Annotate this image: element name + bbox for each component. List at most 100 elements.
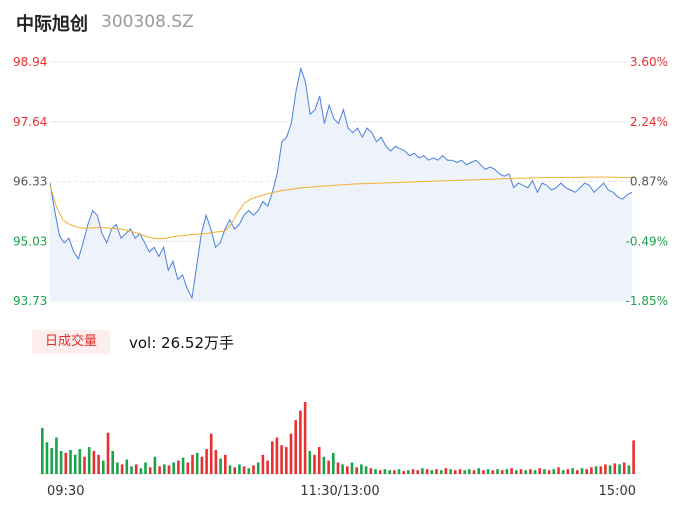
volume-bar [261, 454, 265, 474]
volume-bar [266, 460, 269, 474]
volume-bar [191, 454, 194, 474]
volume-bar [590, 467, 593, 474]
volume-bar [369, 468, 373, 474]
volume-bar [627, 465, 631, 474]
volume-bar [144, 462, 147, 474]
y-tick-left: 97.64 [13, 115, 47, 129]
volume-bar [247, 468, 251, 474]
volume-bar [341, 464, 344, 474]
volume-bar [289, 433, 293, 474]
volume-bar [585, 469, 588, 474]
stock-code: 300308.SZ [101, 12, 194, 32]
volume-bar [41, 427, 44, 474]
volume-bar [458, 469, 462, 474]
volume-bar [195, 452, 199, 474]
volume-bar [477, 468, 480, 474]
volume-bar [594, 466, 598, 474]
volume-bar [604, 464, 607, 474]
volume-badge-label: 日成交量 [44, 334, 97, 349]
volume-bar [242, 466, 246, 474]
average-price-line [49, 176, 632, 240]
volume-bar [59, 451, 63, 474]
volume-bar [566, 469, 570, 474]
volume-bar [78, 449, 82, 474]
volume-bar [186, 462, 190, 474]
volume-bar [393, 470, 396, 474]
volume-bar [543, 469, 546, 474]
y-tick-right: -0.49% [626, 234, 668, 248]
volume-bar [407, 470, 410, 474]
volume-bar [350, 462, 354, 474]
volume-bar [45, 442, 49, 474]
volume-bar [181, 457, 185, 474]
volume-bar [285, 447, 288, 474]
volume-bar [360, 464, 363, 474]
volume-bar [547, 470, 551, 474]
x-tick-label: 09:30 [47, 484, 84, 499]
volume-bar [158, 466, 161, 474]
volume-bar [73, 454, 77, 474]
volume-bar [632, 440, 635, 474]
volume-bar [571, 468, 574, 474]
volume-bar [280, 445, 283, 474]
volume-bar [463, 470, 466, 474]
volume-bar [64, 452, 68, 474]
volume-bar [83, 456, 86, 474]
volume-bar [355, 467, 358, 474]
stock-name: 中际旭创 [16, 14, 88, 35]
volume-badge: 日成交量 [32, 330, 110, 354]
volume-bar [557, 467, 560, 474]
volume-bar [505, 469, 509, 474]
volume-bar [538, 468, 541, 474]
volume-bar [177, 460, 180, 474]
volume-bar [346, 466, 349, 474]
volume-bar [87, 447, 91, 474]
volume-bar [200, 456, 204, 474]
volume-bar [97, 454, 100, 474]
x-tick-label: 15:00 [599, 484, 636, 499]
volume-bar [205, 449, 208, 474]
volume-bar [533, 470, 537, 474]
volume-bar [613, 463, 617, 474]
volume-bar [116, 462, 119, 474]
volume-bar [524, 470, 527, 474]
volume-bar [561, 470, 565, 474]
volume-bar [153, 456, 157, 474]
volume-bar [425, 469, 429, 474]
volume-bar [421, 468, 424, 474]
volume-bar [411, 469, 415, 474]
volume-bar [378, 470, 382, 474]
volume-bar [519, 469, 523, 474]
volume-bar [163, 464, 166, 474]
y-tick-left: 95.03 [13, 234, 47, 248]
volume-bar [167, 465, 171, 474]
volume-bar [580, 468, 584, 474]
volume-bar [172, 462, 175, 474]
y-tick-right: 2.24% [630, 115, 668, 129]
volume-bar [449, 469, 452, 474]
volume-bar [416, 470, 419, 474]
volume-bar [576, 470, 579, 474]
volume-bar [233, 467, 236, 474]
volume-bar [111, 451, 114, 474]
volume-bar [622, 462, 626, 474]
volume-bar [327, 460, 330, 474]
volume-bar [219, 458, 222, 474]
volume-bar [92, 451, 96, 474]
volume-bar [271, 441, 274, 474]
y-tick-right: 0.87% [630, 175, 668, 189]
volume-bar [238, 464, 241, 474]
volume-bar [336, 462, 340, 474]
volume-bar [618, 464, 621, 474]
volume-bar [125, 459, 129, 474]
volume-bar [444, 468, 448, 474]
volume-bar [130, 466, 133, 474]
volume-bar [599, 466, 603, 474]
volume-bar [472, 470, 476, 474]
volume-bar [608, 465, 612, 474]
volume-bar [552, 469, 556, 474]
volume-bar [299, 410, 302, 474]
x-tick-label: 11:30/13:00 [300, 484, 379, 499]
volume-bar [364, 466, 368, 474]
